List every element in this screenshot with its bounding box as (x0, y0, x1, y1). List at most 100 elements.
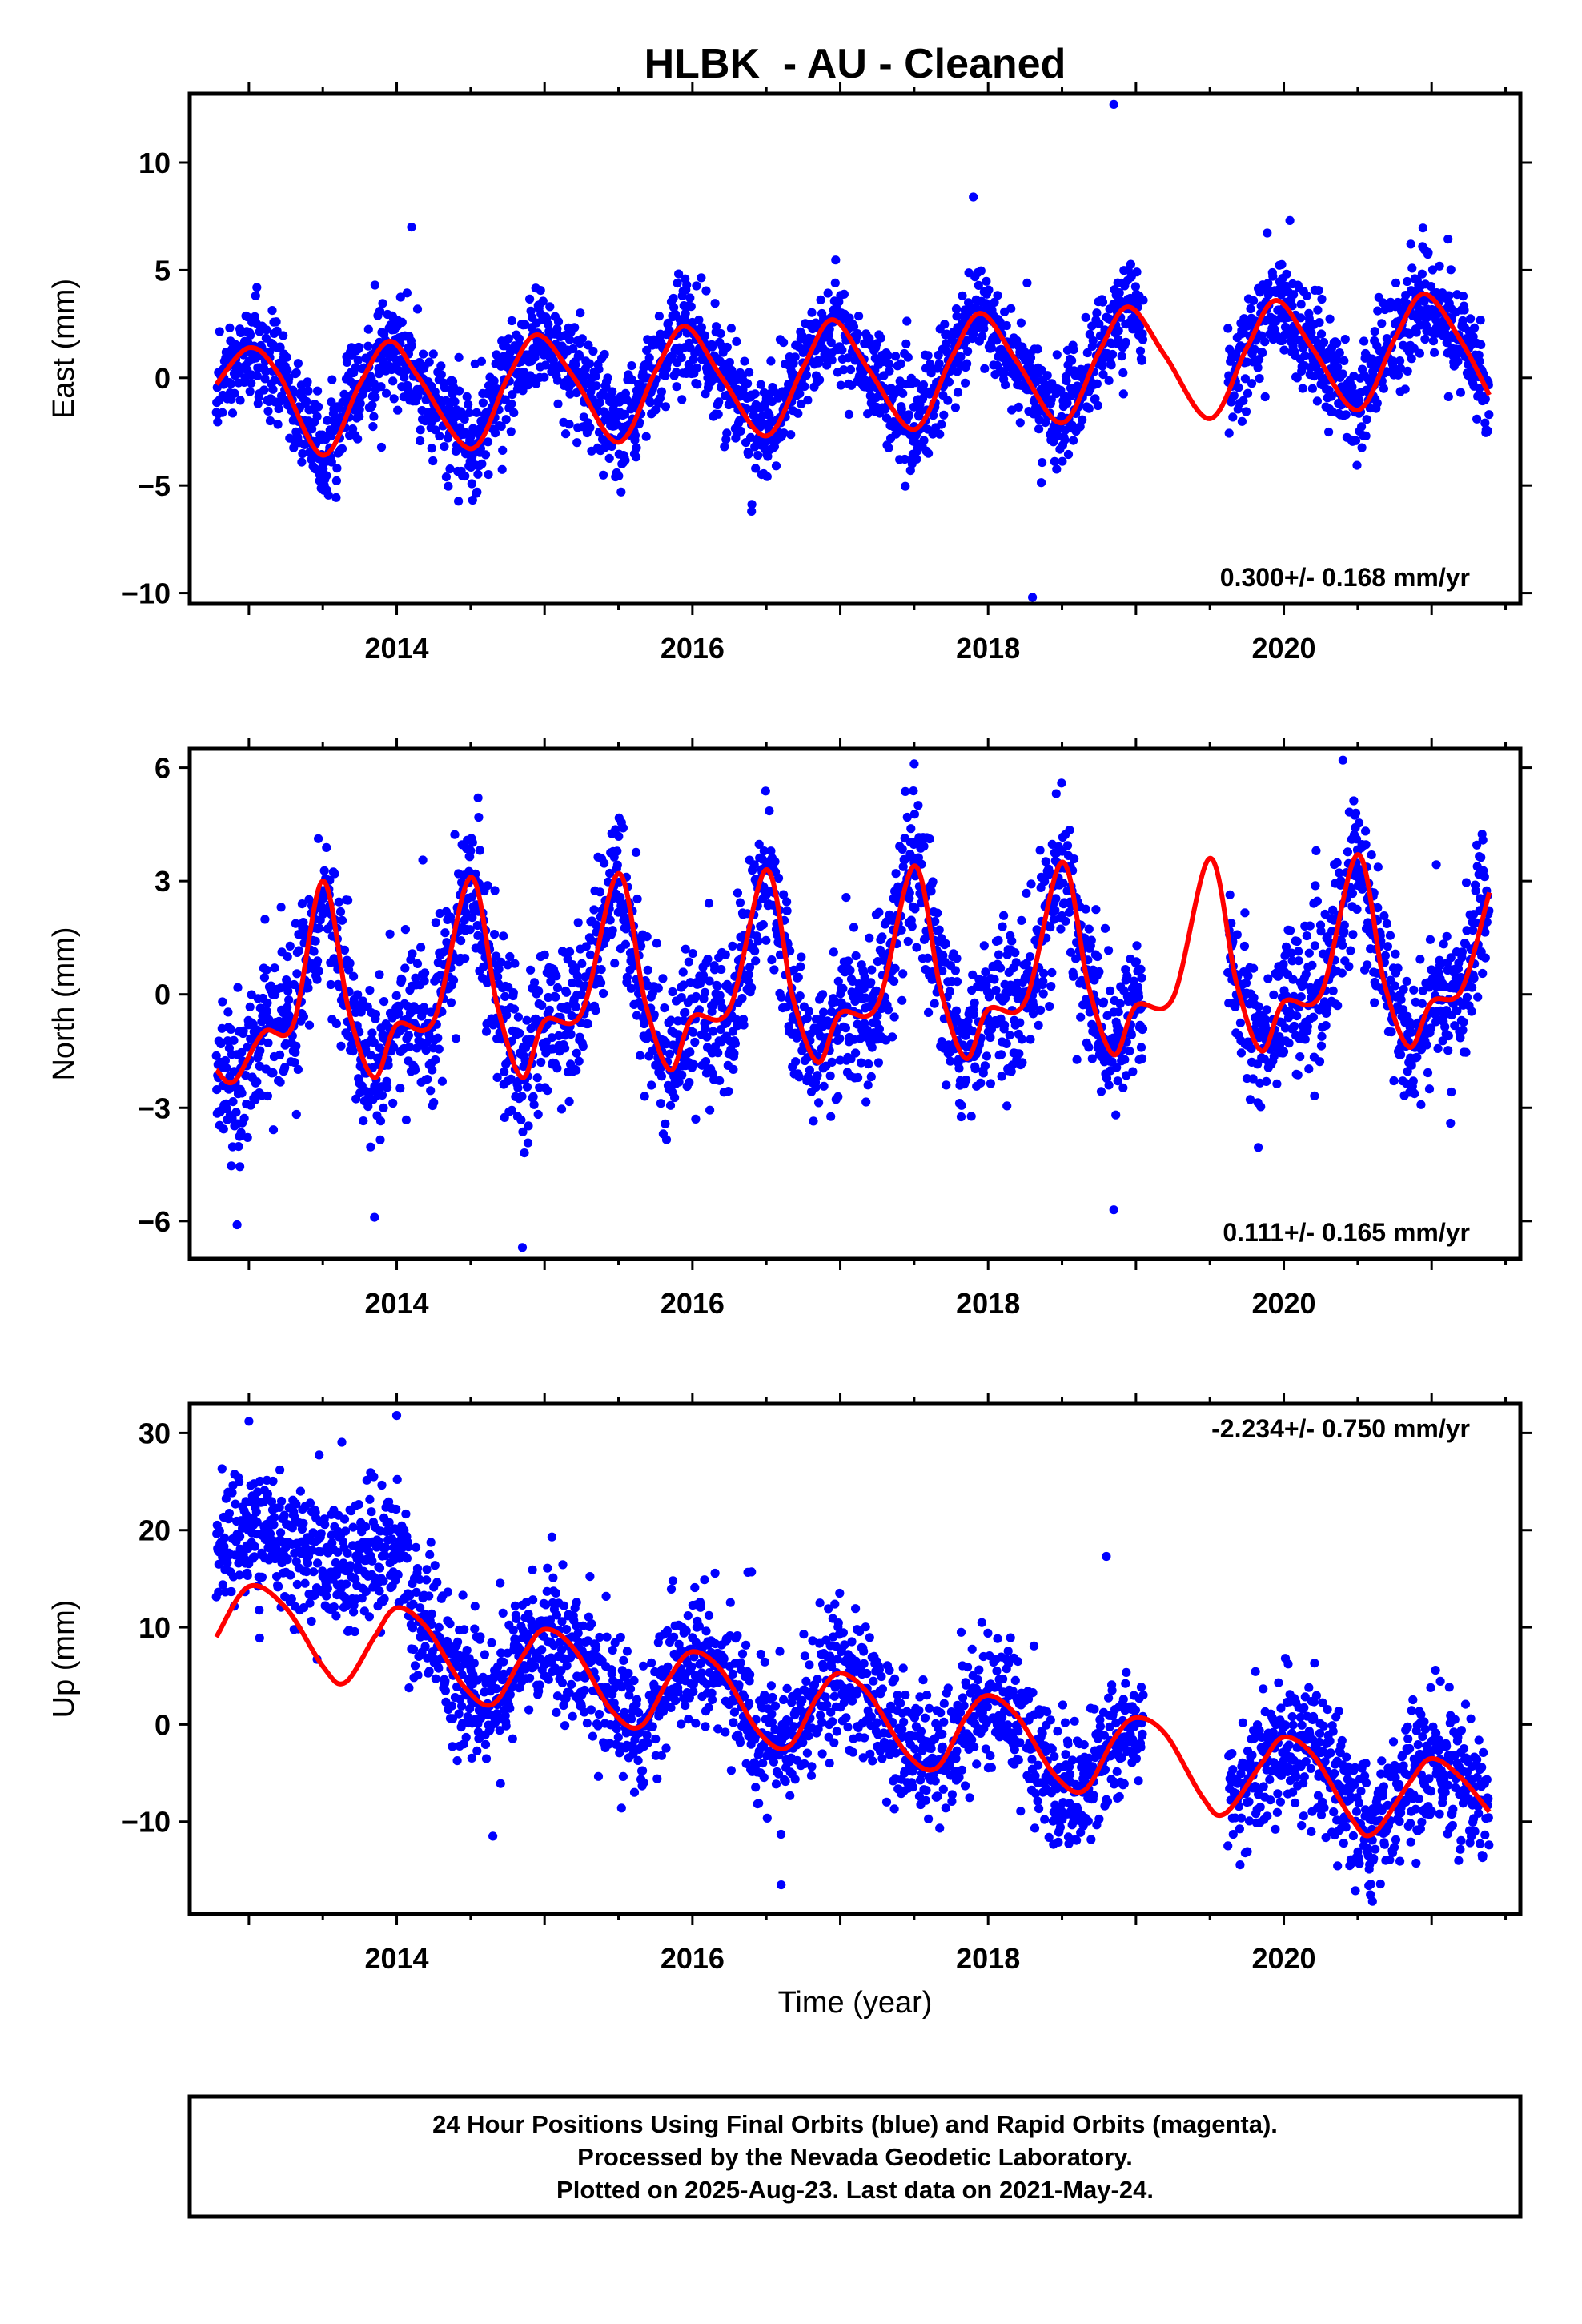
north-point (969, 1010, 978, 1019)
north-point (1017, 915, 1026, 925)
north-point (1046, 982, 1056, 991)
east-point (1476, 340, 1486, 349)
north-point (529, 1100, 539, 1109)
east-point (1007, 405, 1017, 415)
east-point (744, 448, 753, 458)
north-point (874, 907, 884, 917)
north-point (554, 1031, 564, 1040)
north-point (336, 1041, 346, 1051)
east-point (302, 396, 311, 406)
north-point (595, 887, 605, 897)
north-point (496, 957, 506, 967)
north-point (819, 1081, 829, 1091)
north-point (371, 1010, 380, 1019)
north-point (259, 973, 269, 983)
east-point (478, 398, 488, 408)
north-point (291, 1109, 301, 1120)
east-point (1338, 369, 1347, 379)
north-point (733, 888, 743, 898)
east-point (693, 380, 702, 389)
north-point (551, 992, 560, 1002)
north-point (596, 978, 606, 987)
north-point (866, 1072, 876, 1082)
east-point (1255, 374, 1264, 384)
east-point (654, 312, 665, 321)
east-point (1060, 425, 1070, 435)
east-fit-curve (214, 292, 1492, 458)
north-point (753, 936, 763, 946)
east-point (1339, 356, 1349, 365)
east-point (708, 342, 717, 352)
north-point (1310, 941, 1319, 951)
east-point (1067, 356, 1077, 365)
east-point (1277, 259, 1287, 269)
east-outlier-point (1028, 593, 1038, 602)
east-point (1458, 292, 1468, 301)
east-point (1420, 334, 1430, 344)
north-point (796, 962, 805, 971)
north-point (420, 968, 430, 978)
east-point (673, 279, 682, 288)
east-point (455, 386, 464, 396)
north-point (737, 994, 747, 1003)
north-point (1029, 1001, 1038, 1011)
east-point (885, 366, 894, 376)
north-point (1050, 905, 1060, 915)
east-point (669, 293, 678, 304)
north-point (785, 946, 795, 956)
north-point (660, 1003, 669, 1013)
east-point (1229, 391, 1239, 400)
east-point (984, 285, 994, 295)
north-point (228, 1097, 238, 1107)
east-point (1126, 259, 1135, 269)
east-point (911, 378, 921, 388)
north-point (220, 1055, 230, 1066)
east-point (1406, 239, 1415, 249)
east-point (1403, 276, 1412, 287)
north-point (934, 925, 944, 935)
north-point (1081, 904, 1090, 914)
north-point (1014, 1049, 1024, 1059)
east-point (1253, 363, 1263, 372)
north-point (522, 1082, 532, 1092)
east-point (1037, 365, 1046, 375)
north-point (1236, 1048, 1246, 1058)
east-point (337, 444, 347, 454)
north-point (353, 990, 363, 999)
east-point (1378, 298, 1387, 308)
east-point (553, 399, 563, 408)
east-point (1081, 312, 1090, 322)
north-point (888, 1032, 897, 1042)
north-point (761, 935, 771, 945)
east-point (450, 396, 460, 407)
north-point (1131, 957, 1141, 967)
north-point (642, 932, 652, 942)
north-point (224, 1084, 234, 1094)
east-point (807, 308, 817, 317)
east-point (950, 403, 960, 412)
north-point (656, 1072, 667, 1081)
north-point (758, 920, 768, 930)
north-point (408, 949, 417, 959)
north-point (909, 786, 918, 796)
east-point (614, 471, 624, 481)
north-point (522, 1015, 532, 1025)
east-point (1223, 324, 1233, 333)
north-point (728, 941, 737, 951)
east-point (1031, 403, 1041, 412)
east-point (396, 292, 405, 302)
north-point (490, 886, 500, 895)
north-point (379, 997, 389, 1007)
east-point (1092, 379, 1102, 388)
east-point (1002, 320, 1011, 331)
east-point (580, 371, 590, 380)
north-point (235, 1162, 245, 1172)
north-point (701, 1024, 710, 1034)
east-point (1443, 392, 1453, 401)
east-point (1427, 265, 1438, 275)
north-point (1065, 826, 1074, 835)
east-point (454, 352, 464, 362)
east-point (1407, 263, 1417, 273)
north-point (227, 1161, 236, 1171)
north-point (1235, 1018, 1245, 1027)
